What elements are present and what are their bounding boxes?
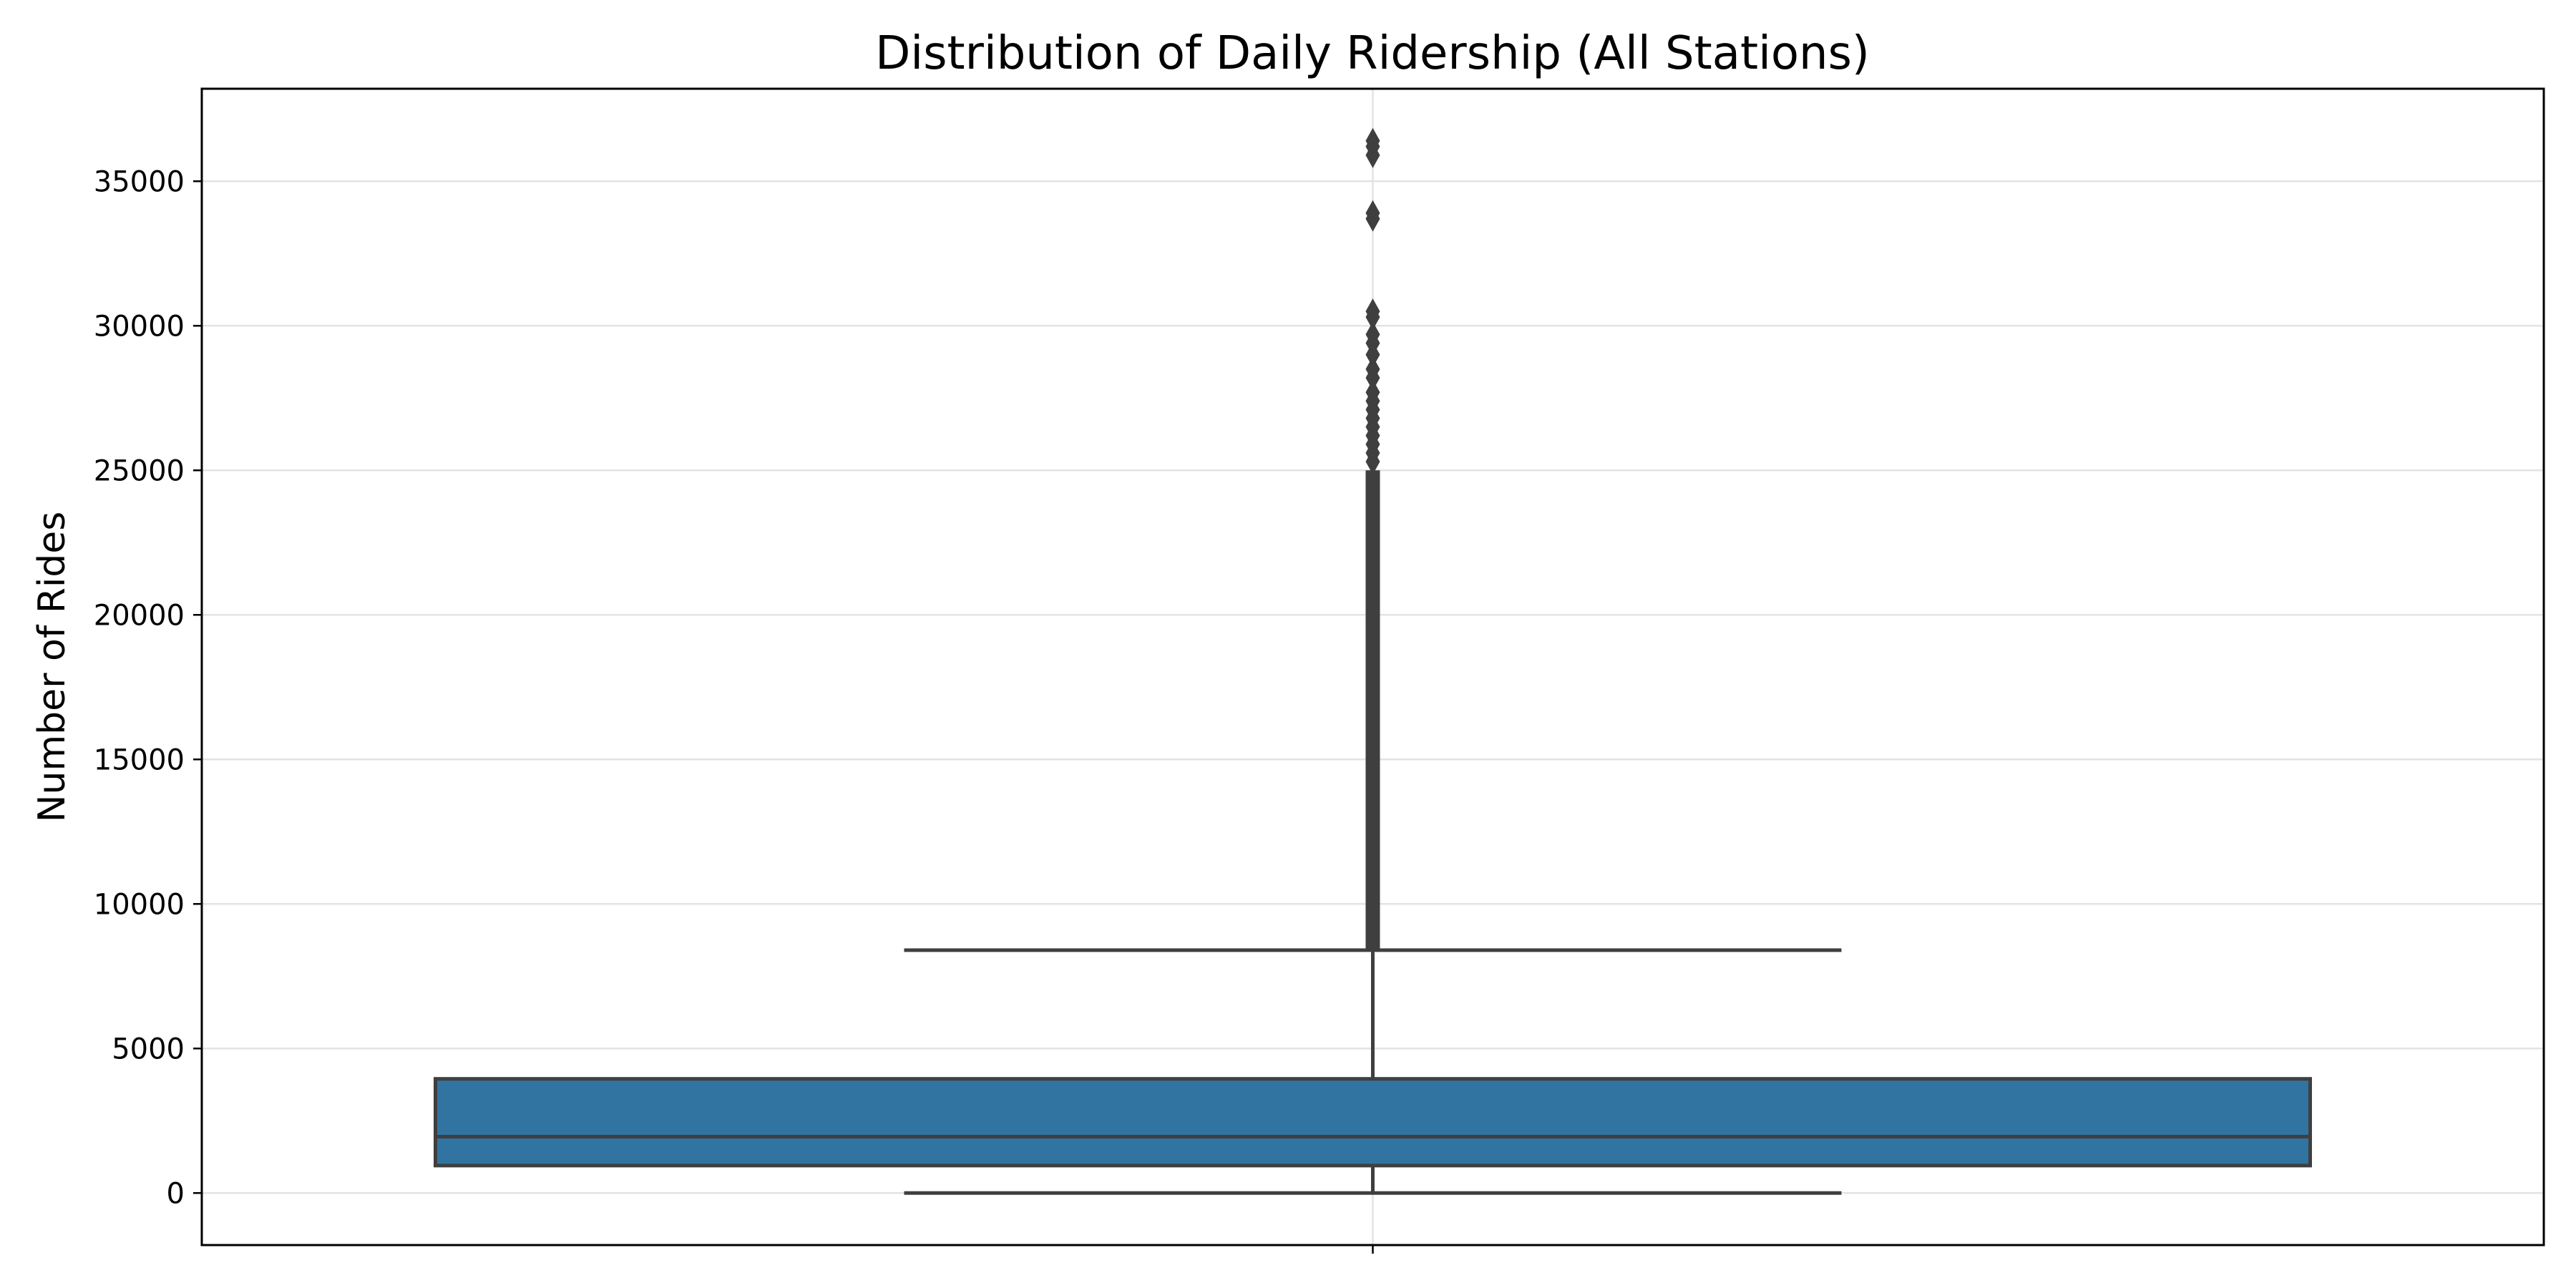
box-plot — [434, 948, 2312, 1195]
y-tick-label: 15000 — [94, 743, 185, 776]
outlier-point — [1365, 379, 1380, 406]
y-tick-label: 20000 — [94, 599, 185, 632]
outlier-point — [1365, 356, 1380, 382]
outliers — [1365, 127, 1380, 950]
outlier-point — [1365, 298, 1380, 325]
box-group — [434, 948, 2312, 1195]
y-axis-label: Number of Rides — [31, 512, 74, 823]
y-tick-label: 0 — [167, 1177, 185, 1210]
chart-title: Distribution of Daily Ridership (All Sta… — [875, 27, 1870, 80]
iqr-box — [434, 1077, 2312, 1168]
y-axis-ticks: 0 5000 10000 15000 20000 25000 30000 35000 — [94, 165, 1374, 1254]
y-tick-label: 5000 — [112, 1033, 185, 1065]
outlier-point — [1365, 200, 1380, 226]
y-tick-label: 35000 — [94, 165, 185, 198]
outlier-point — [1365, 127, 1380, 154]
y-tick-label: 10000 — [94, 888, 185, 921]
y-tick-label: 30000 — [94, 310, 185, 343]
dense-outlier-band — [1365, 470, 1380, 950]
outlier-point — [1365, 321, 1380, 348]
y-tick-label: 25000 — [94, 454, 185, 487]
